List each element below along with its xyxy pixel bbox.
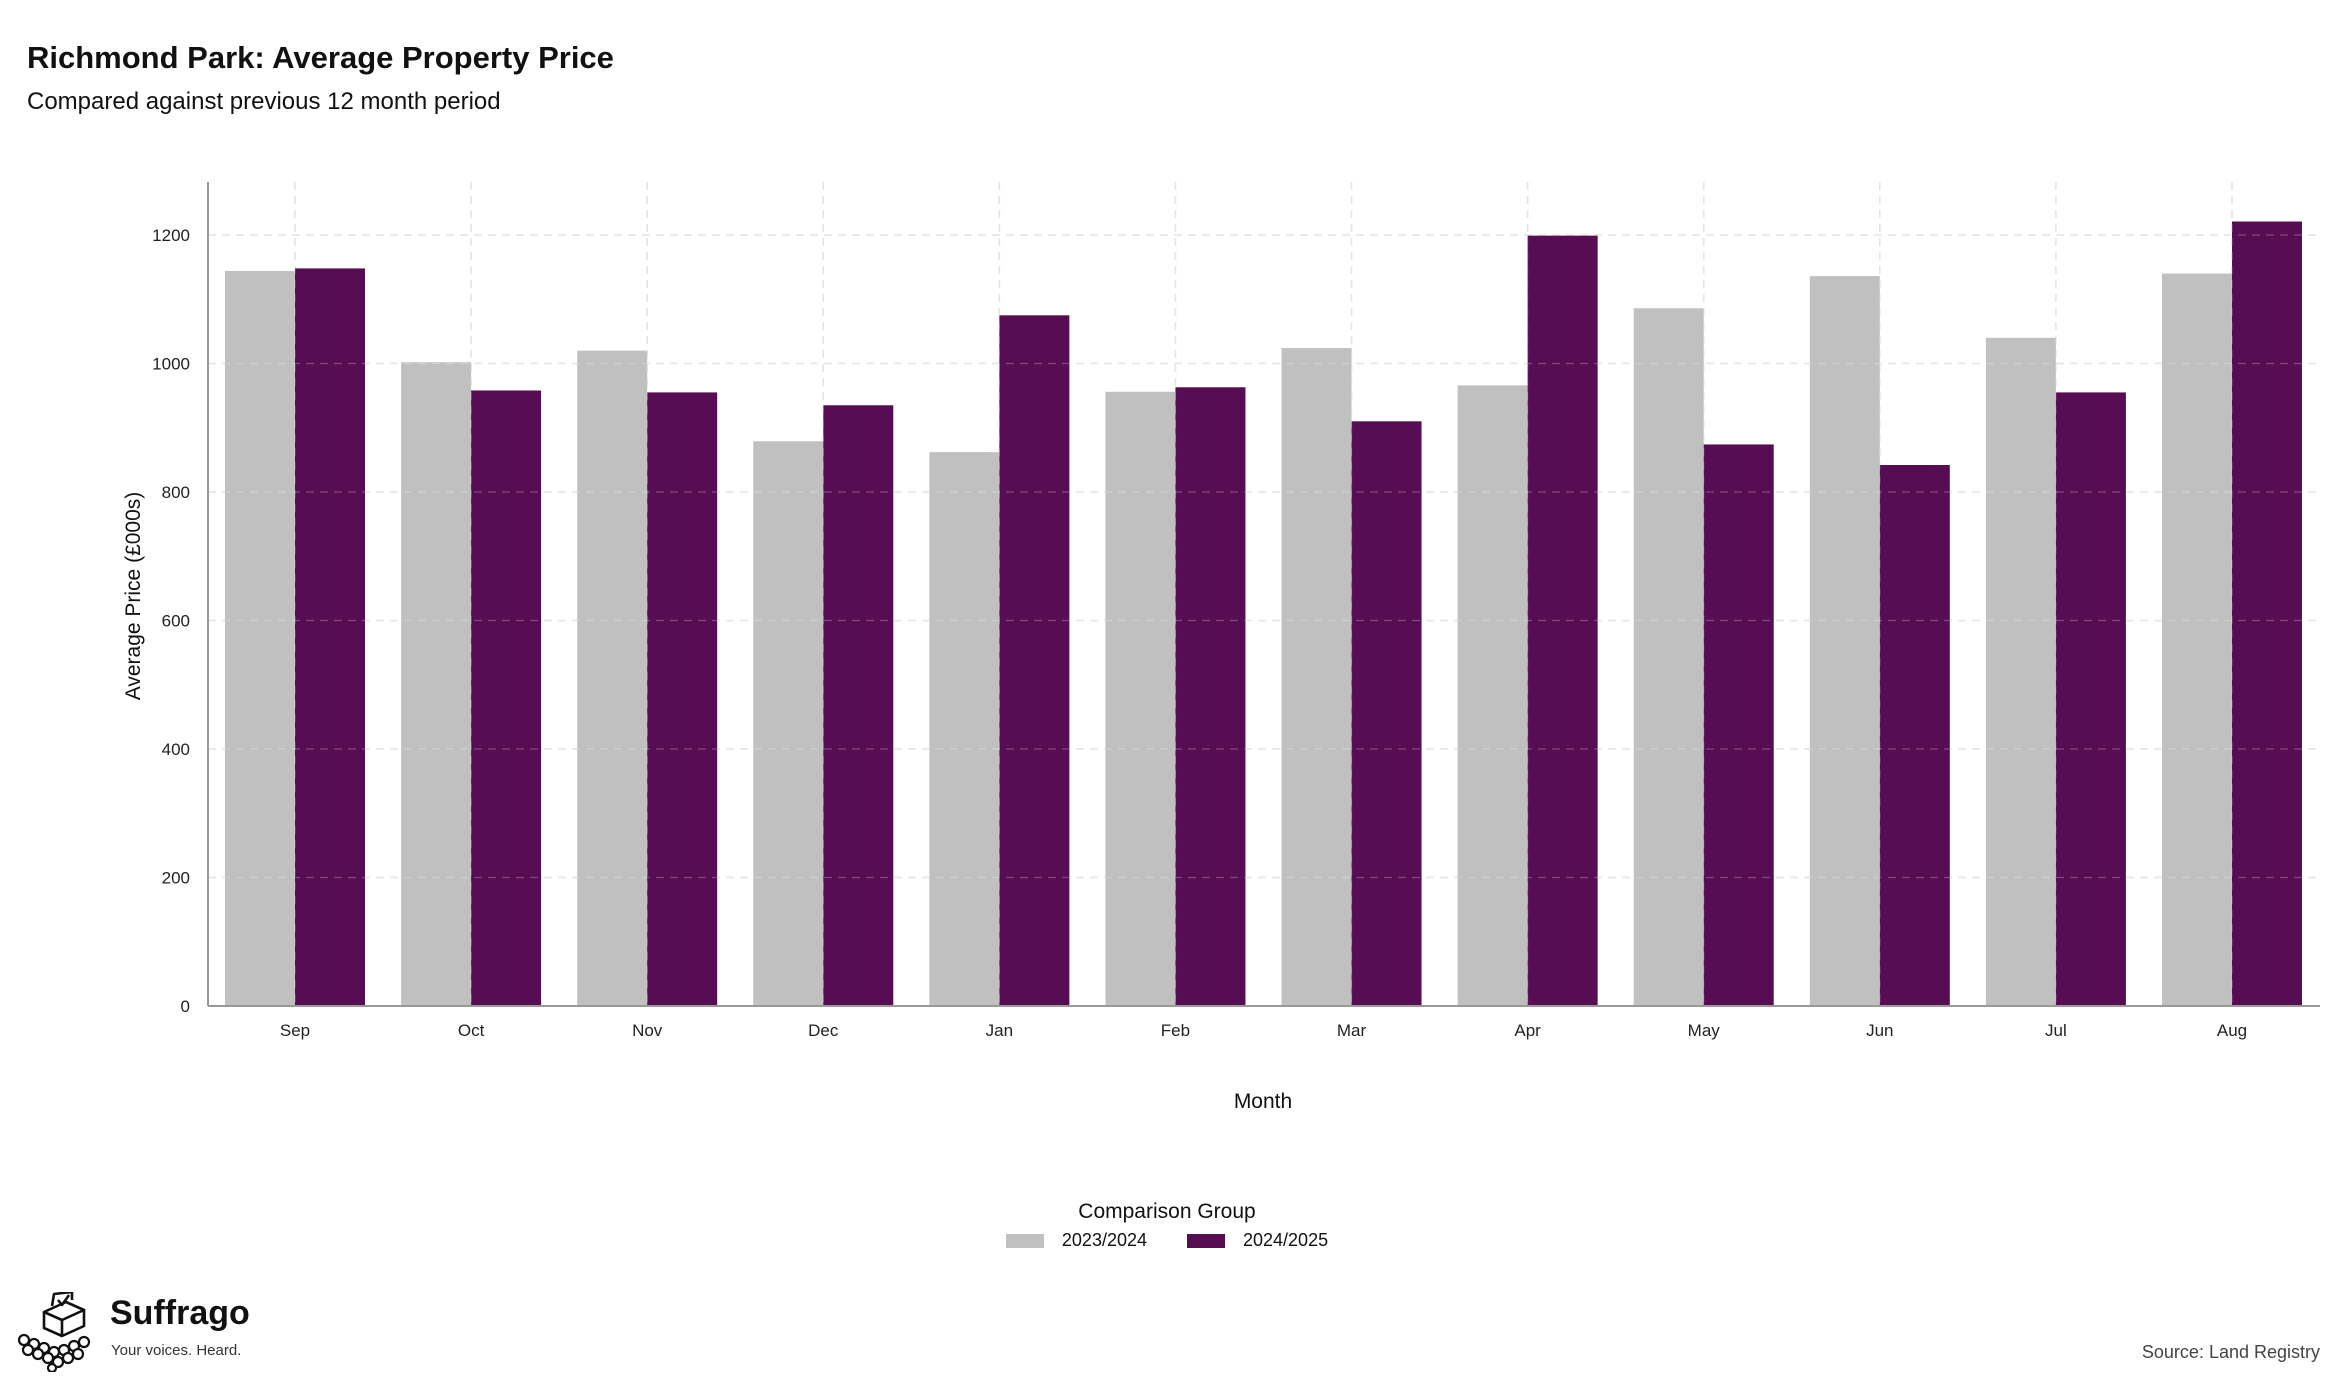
legend-item-current: 2024/2025 bbox=[1187, 1230, 1328, 1251]
chart-subtitle: Compared against previous 12 month perio… bbox=[27, 88, 501, 115]
tick-labels: 0 200 400 600 800 1000 1200 Sep Oct Nov Dec Jan Feb M… bbox=[152, 226, 2247, 1040]
x-tick-label: Oct bbox=[458, 1021, 485, 1040]
bar-previous-nov bbox=[577, 350, 648, 1006]
bar-current-jan bbox=[999, 315, 1070, 1006]
bar-current-may bbox=[1703, 444, 1774, 1007]
bar-previous-sep bbox=[225, 270, 295, 1007]
bar-current-sep bbox=[295, 268, 365, 1006]
x-tick-label: Jun bbox=[1866, 1021, 1893, 1040]
bar-previous-dec bbox=[753, 441, 824, 1006]
y-tick-label: 1200 bbox=[152, 226, 190, 245]
y-tick-label: 0 bbox=[181, 997, 190, 1016]
bar-current-aug bbox=[2232, 221, 2302, 1006]
x-tick-label: May bbox=[1688, 1021, 1721, 1040]
y-tick-label: 200 bbox=[162, 869, 190, 888]
ballot-box-icon bbox=[17, 1292, 91, 1372]
bar-current-oct bbox=[471, 390, 542, 1006]
bar-previous-jul bbox=[1985, 337, 2056, 1006]
y-axis-title: Average Price (£000s) bbox=[122, 492, 145, 701]
bar-previous-apr bbox=[1457, 385, 1528, 1007]
legend-item-previous: 2023/2024 bbox=[1005, 1230, 1147, 1251]
bar-previous-feb bbox=[1105, 391, 1176, 1006]
x-tick-label: Mar bbox=[1337, 1021, 1367, 1040]
bar-previous-oct bbox=[401, 362, 472, 1007]
bars bbox=[225, 221, 2302, 1007]
legend-label-previous: 2023/2024 bbox=[1061, 1230, 1147, 1250]
legend-items: 2023/2024 2024/2025 bbox=[1005, 1230, 1328, 1251]
y-tick-label: 400 bbox=[162, 740, 190, 759]
x-tick-label: Nov bbox=[632, 1021, 663, 1040]
x-tick-label: Apr bbox=[1514, 1021, 1541, 1040]
source-note: Source: Land Registry bbox=[2141, 1342, 2320, 1362]
chart-title: Richmond Park: Average Property Price bbox=[27, 40, 614, 75]
x-tick-label: Dec bbox=[808, 1021, 839, 1040]
legend: Comparison Group 2023/2024 2024/2025 bbox=[0, 1200, 2334, 1253]
bar-previous-mar bbox=[1281, 348, 1352, 1007]
y-tick-label: 800 bbox=[162, 483, 190, 502]
suffrago-logo: Suffrago Your voices. Heard. bbox=[14, 1292, 274, 1372]
legend-swatch-previous bbox=[1005, 1233, 1044, 1248]
axes bbox=[207, 182, 2320, 1007]
bar-chart: 0 200 400 600 800 1000 1200 Sep Oct Nov Dec Jan Feb M… bbox=[122, 182, 2320, 1113]
legend-title: Comparison Group bbox=[1078, 1200, 1256, 1223]
bar-current-jul bbox=[2055, 392, 2126, 1007]
bar-previous-jan bbox=[929, 452, 1000, 1006]
bar-current-mar bbox=[1351, 421, 1422, 1006]
bar-current-nov bbox=[647, 392, 718, 1007]
x-tick-label: Sep bbox=[280, 1021, 310, 1040]
bar-current-jun bbox=[1879, 465, 1950, 1006]
bar-current-feb bbox=[1175, 387, 1246, 1007]
legend-swatch-current bbox=[1187, 1233, 1225, 1248]
bar-previous-may bbox=[1633, 308, 1704, 1006]
y-tick-label: 600 bbox=[162, 612, 190, 631]
x-tick-label: Feb bbox=[1161, 1021, 1190, 1040]
bar-current-apr bbox=[1527, 235, 1598, 1006]
brand-tagline: Your voices. Heard. bbox=[111, 1342, 242, 1359]
x-tick-label: Jan bbox=[986, 1021, 1013, 1040]
y-tick-label: 1000 bbox=[152, 355, 190, 374]
bar-previous-aug bbox=[2162, 273, 2232, 1006]
brand-name: Suffrago bbox=[110, 1294, 250, 1332]
bar-current-dec bbox=[823, 405, 894, 1006]
x-tick-label: Jul bbox=[2045, 1021, 2067, 1040]
x-tick-label: Aug bbox=[2217, 1021, 2247, 1040]
bar-previous-jun bbox=[1809, 276, 1880, 1006]
x-axis-title: Month bbox=[1234, 1090, 1292, 1113]
legend-label-current: 2024/2025 bbox=[1243, 1230, 1329, 1250]
